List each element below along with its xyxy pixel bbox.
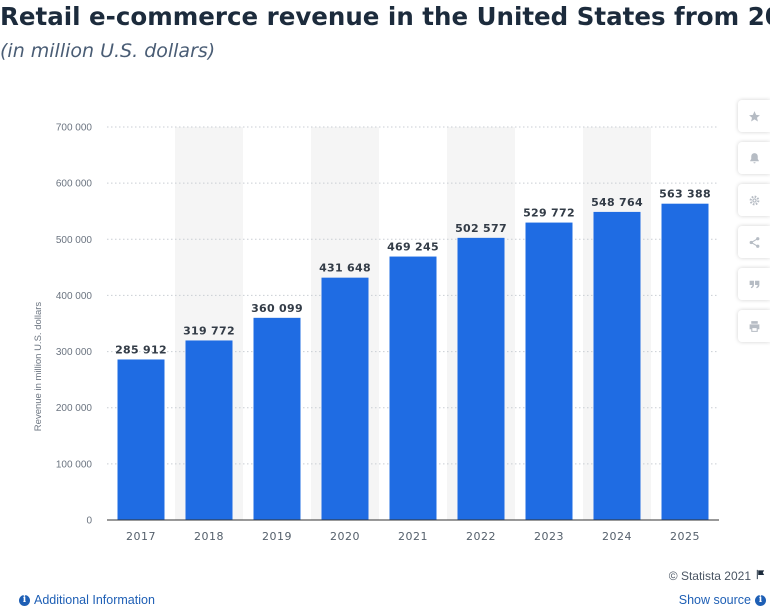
x-tick-label: 2023 [534,530,564,543]
bell-icon [748,152,761,165]
bar [117,359,165,520]
bar-value-label: 502 577 [455,222,507,235]
x-tick-label: 2024 [602,530,632,543]
x-tick-label: 2020 [330,530,360,543]
settings-button[interactable] [738,184,770,216]
print-icon [748,320,761,333]
x-tick-label: 2022 [466,530,496,543]
info-icon: i [755,594,766,606]
additional-information-link[interactable]: i Additional Information [19,593,155,607]
bar [661,203,709,520]
bar-value-label: 319 772 [183,324,235,337]
bar [389,256,437,520]
bar [457,237,505,520]
gear-icon [748,194,761,207]
show-source-link[interactable]: Show source i [679,593,766,607]
additional-information-label: Additional Information [34,593,155,607]
info-icon: i [19,594,30,606]
y-axis-title: Revenue in million U.S. dollars [33,302,44,432]
share-button[interactable] [738,226,770,258]
notification-button[interactable] [738,142,770,174]
chart-title: Retail e-commerce revenue in the United … [0,2,770,31]
bar-value-label: 285 912 [115,343,167,356]
y-tick-label: 300 000 [56,347,93,358]
y-tick-label: 200 000 [56,403,93,414]
bar-value-label: 563 388 [659,188,711,201]
print-button[interactable] [738,310,770,342]
y-tick-label: 0 [86,516,92,527]
show-source-label: Show source [678,593,751,607]
x-tick-label: 2025 [670,530,700,543]
share-icon [748,236,761,249]
x-tick-label: 2021 [398,530,428,543]
bar-value-label: 360 099 [251,302,303,315]
copyright-text: © Statista 2021 [668,569,751,583]
bar [185,340,233,520]
chart-panel: 0 100 000 200 000 300 000 400 000 500 000 600 … [0,86,730,556]
bar [525,222,573,520]
bar-value-label: 548 764 [591,196,643,209]
star-icon [748,110,761,123]
bar [253,317,301,520]
y-tick-label: 100 000 [56,459,93,470]
y-tick-label: 700 000 [56,123,93,134]
x-tick-label: 2018 [194,530,224,543]
bar-value-label: 529 772 [523,207,575,220]
favorite-button[interactable] [738,100,770,132]
x-tick-label: 2017 [126,530,156,543]
bar-chart: 0 100 000 200 000 300 000 400 000 500 000 600 … [33,123,719,543]
chart-subtitle: (in million U.S. dollars) [0,40,216,62]
bar [321,277,369,520]
bar [593,211,641,520]
flag-icon [755,569,766,583]
chart-toolbar [738,100,770,352]
y-tick-label: 500 000 [56,235,93,246]
x-tick-label: 2019 [262,530,292,543]
y-tick-label: 400 000 [56,291,93,302]
copyright-note: © Statista 2021 [669,569,766,583]
bar-value-label: 431 648 [319,262,371,275]
bar-value-label: 469 245 [387,241,439,254]
y-tick-label: 600 000 [56,179,93,190]
quote-icon [748,278,761,291]
cite-button[interactable] [738,268,770,300]
